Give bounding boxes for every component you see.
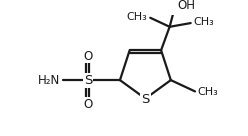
Text: H₂N: H₂N	[38, 74, 60, 87]
Text: CH₃: CH₃	[198, 87, 218, 97]
Text: S: S	[84, 74, 92, 87]
Text: O: O	[83, 98, 93, 111]
Text: OH: OH	[177, 0, 195, 12]
Text: CH₃: CH₃	[193, 17, 214, 27]
Text: S: S	[141, 92, 150, 106]
Text: CH₃: CH₃	[127, 12, 148, 22]
Text: O: O	[83, 50, 93, 63]
